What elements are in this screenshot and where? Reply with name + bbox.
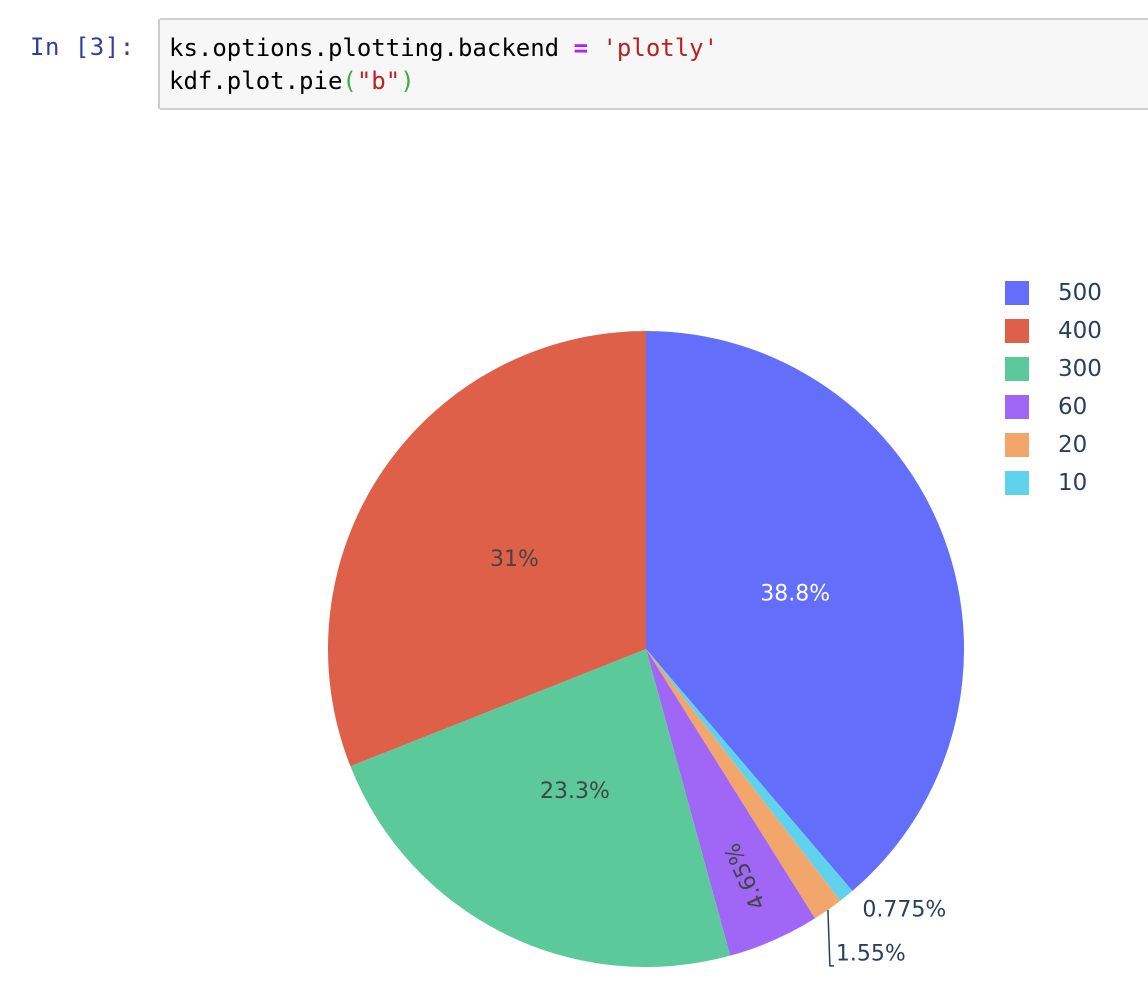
code-token: kdf.plot.pie (169, 67, 343, 95)
slice-label-10: 0.775% (862, 897, 946, 922)
pie-slice-500[interactable] (646, 331, 964, 891)
legend-item-10[interactable]: 10 (1005, 470, 1087, 496)
legend-label: 10 (1058, 470, 1087, 496)
pie-slices (328, 331, 964, 968)
legend: 500 400 300 60 20 10 (1005, 280, 1102, 496)
legend-item-500[interactable]: 500 (1005, 280, 1102, 306)
legend-label: 300 (1058, 356, 1102, 382)
slice-label-300: 23.3% (540, 779, 610, 804)
cell-prompt: In [3]: (30, 33, 135, 61)
code-line-1: ks.options.plotting.backend = 'plotly' (169, 34, 718, 62)
legend-swatch (1005, 319, 1029, 343)
code-paren-close: ) (400, 67, 415, 95)
legend-item-60[interactable]: 60 (1005, 394, 1087, 420)
legend-item-20[interactable]: 20 (1005, 432, 1087, 458)
legend-swatch (1005, 281, 1029, 305)
pie-slice-300[interactable] (350, 649, 731, 968)
legend-label: 500 (1058, 280, 1102, 306)
pie-slice-10[interactable] (646, 649, 853, 901)
slice-label-500: 38.8% (760, 582, 830, 607)
legend-label: 400 (1058, 318, 1102, 344)
pie-slice-60[interactable] (646, 649, 815, 956)
label-leader-line (827, 909, 834, 967)
legend-swatch (1005, 433, 1029, 457)
code-token: ks.options.plotting.backend (169, 34, 574, 62)
pie-slice-400[interactable] (328, 331, 646, 767)
slice-label-400: 31% (490, 547, 539, 572)
legend-label: 20 (1058, 432, 1087, 458)
legend-item-400[interactable]: 400 (1005, 318, 1102, 344)
legend-label: 60 (1058, 394, 1087, 420)
code-cell-input[interactable]: ks.options.plotting.backend = 'plotly' k… (158, 18, 1148, 110)
code-operator: = (573, 34, 589, 62)
legend-swatch (1005, 395, 1029, 419)
code-line-2: kdf.plot.pie("b") (169, 67, 415, 95)
slice-label-20: 1.55% (836, 941, 906, 966)
pie-labels: 38.8%0.775%1.55%4.65%23.3%31% (490, 547, 946, 967)
code-string: "b" (356, 67, 401, 95)
legend-swatch (1005, 471, 1029, 495)
pie-slice-20[interactable] (646, 649, 841, 919)
legend-swatch (1005, 357, 1029, 381)
legend-item-300[interactable]: 300 (1005, 356, 1102, 382)
code-paren-open: ( (342, 67, 357, 95)
code-string: 'plotly' (602, 34, 719, 62)
